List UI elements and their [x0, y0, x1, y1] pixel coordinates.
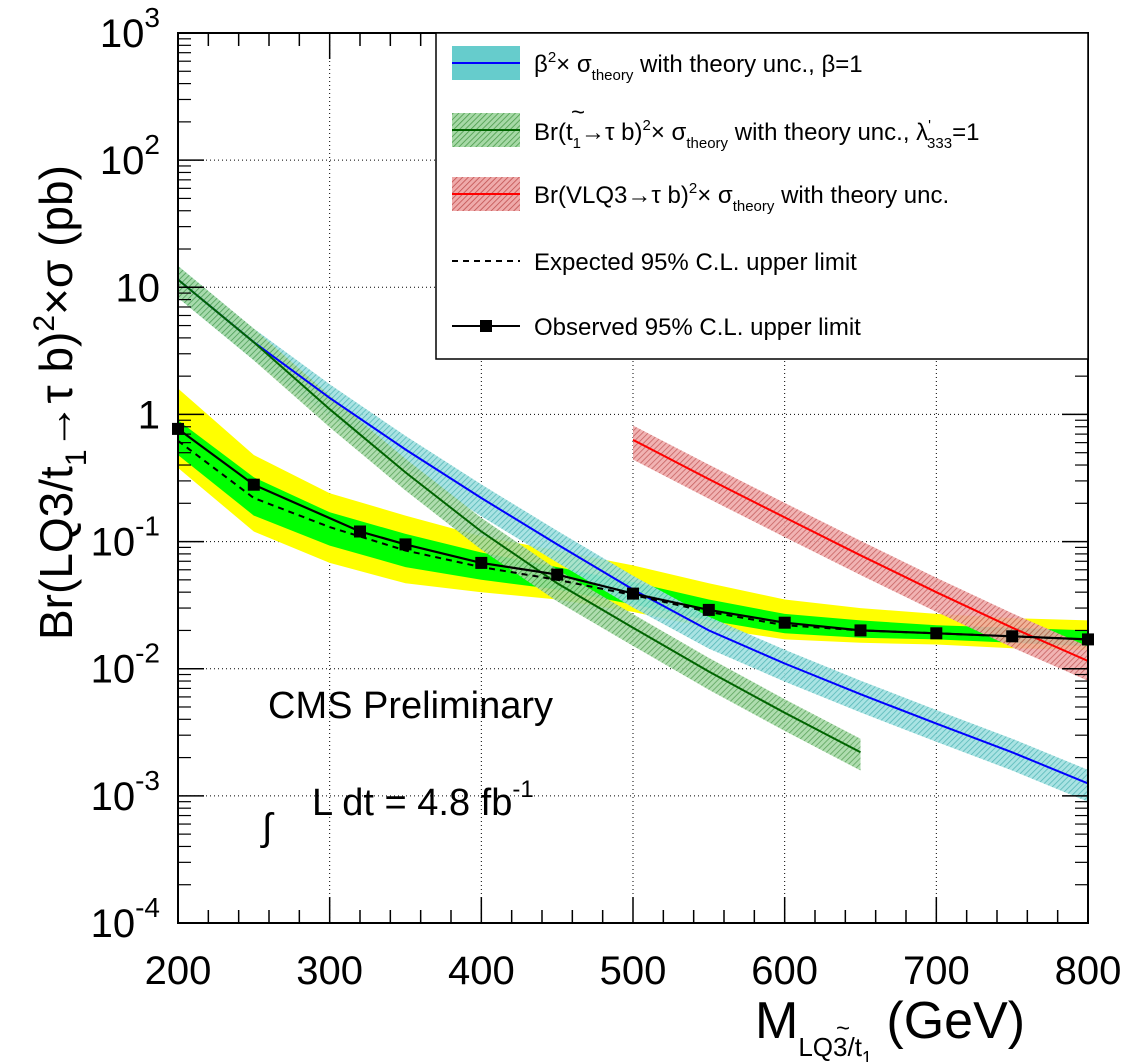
legend-box	[435, 32, 1089, 360]
stop-theory-band	[178, 265, 861, 771]
legend-label-observed: Observed 95% C.L. upper limit	[534, 314, 861, 341]
y-axis-title: Br(LQ3/t1→τ b)2×σ (pb)	[28, 165, 93, 640]
x-tick-label: 500	[600, 949, 667, 993]
observed-point	[854, 624, 867, 637]
observed-point	[930, 627, 943, 640]
x-tick-label: 200	[145, 949, 212, 993]
axis-tick-labels: 200 300 400 500 600 700 80010310210110-110-210…	[91, 2, 1122, 993]
x-tick-label: 300	[296, 949, 363, 993]
y-tick-label: 1	[138, 393, 160, 437]
observed-point	[354, 525, 366, 538]
y-tick-label: 102	[100, 129, 160, 183]
observed-point	[475, 556, 488, 569]
legend: β2× σtheory with theory unc., β=1 Br(t1→…	[435, 32, 1089, 360]
x-tick-label: 600	[751, 949, 818, 993]
y-tick-label: 103	[100, 2, 160, 56]
legend-entry-stop: Br(t1→τ b)2× σtheory with theory unc., λ…	[452, 99, 979, 152]
observed-point	[399, 538, 412, 551]
legend-label-stop: Br(t1→τ b)2× σtheory with theory unc., λ…	[534, 117, 979, 152]
observed-markers	[172, 422, 1094, 646]
legend-entry-vlq: Br(VLQ3→τ b)2× σtheory with theory unc.	[452, 177, 949, 215]
x-tick-label: 400	[448, 949, 515, 993]
x-tick-label: 800	[1055, 949, 1122, 993]
stop-theory-line	[178, 278, 861, 754]
legend-label-vlq: Br(VLQ3→τ b)2× σtheory with theory unc.	[534, 180, 949, 215]
observed-point	[778, 616, 791, 629]
legend-label-expected: Expected 95% C.L. upper limit	[534, 249, 857, 276]
luminosity-label: L dt = 4.8 fb-1	[312, 776, 534, 824]
legend-stop-tilde: ~	[571, 99, 585, 126]
y-tick-label: 10-1	[91, 511, 160, 565]
legend-label-beta: β2× σtheory with theory unc., β=1	[534, 49, 863, 84]
observed-point	[627, 587, 639, 600]
vlq-theory-line	[632, 439, 1088, 662]
observed-point	[551, 568, 564, 581]
experiment-label: CMS Preliminary	[268, 685, 553, 727]
legend-entry-expected: Expected 95% C.L. upper limit	[452, 249, 857, 276]
observed-point	[1006, 630, 1019, 643]
y-tick-label: 10	[116, 266, 161, 310]
x-axis-title-tilde: ~	[836, 1015, 850, 1042]
observed-point	[247, 478, 260, 491]
observed-point	[702, 603, 715, 616]
legend-entry-beta: β2× σtheory with theory unc., β=1	[452, 46, 863, 84]
vlq-theory-band	[633, 425, 1088, 681]
legend-swatch-observed-marker	[480, 320, 492, 332]
legend-entry-observed: Observed 95% C.L. upper limit	[452, 314, 861, 341]
x-tick-label: 700	[903, 949, 970, 993]
y-tick-label: 10-4	[91, 892, 160, 946]
integral-sign: ∫	[260, 807, 275, 849]
beta-theory-band	[178, 265, 1088, 802]
y-tick-label: 10-3	[91, 765, 160, 819]
x-axis-title: MLQ3/t1 (GeV)	[755, 992, 1025, 1062]
y-tick-label: 10-2	[91, 638, 160, 692]
